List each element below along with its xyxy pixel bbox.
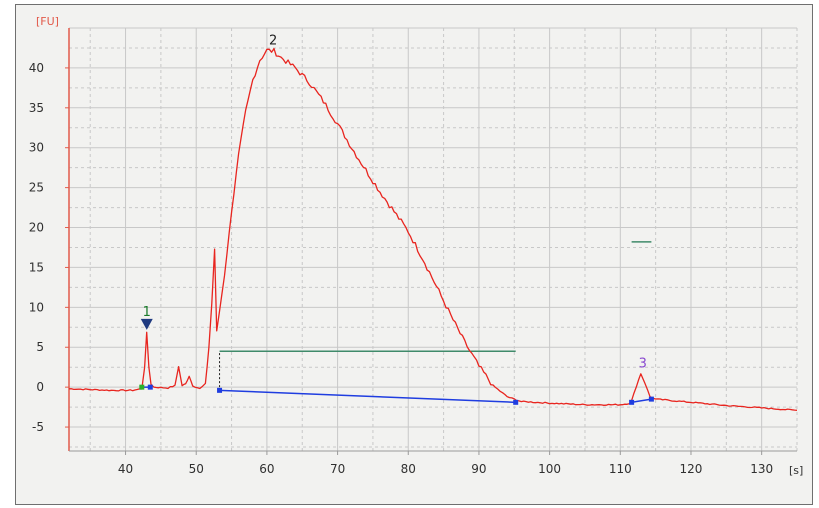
peak-end-marker — [648, 396, 654, 402]
x-tick-label: 100 — [538, 462, 561, 476]
peak-start-marker — [139, 384, 145, 390]
x-tick-label: 40 — [118, 462, 133, 476]
x-tick-label: 50 — [189, 462, 204, 476]
peak-markers — [139, 384, 654, 405]
peak-label: 2 — [269, 33, 277, 48]
tick-labels: 40 50 60 70 80 90 100 110 120 130 -5 0 5 10 15 20 25 30 35… — [29, 61, 773, 476]
grid — [69, 27, 798, 451]
x-axis-unit-label: [s] — [789, 464, 803, 477]
region-bars — [219, 241, 652, 388]
peak-label: 3 — [639, 357, 647, 372]
x-tick-label: 110 — [609, 462, 632, 476]
x-tick-label: 70 — [330, 462, 345, 476]
x-tick-label: 90 — [471, 462, 486, 476]
peak-end-marker — [629, 399, 635, 405]
signal-trace-path — [69, 47, 798, 411]
electropherogram-chart: 40 50 60 70 80 90 100 110 120 130 -5 0 5 10 15 20 25 30 35… — [29, 15, 804, 477]
y-tick-label: 35 — [29, 101, 44, 115]
x-tick-label: 80 — [401, 462, 416, 476]
y-tick-label: 0 — [36, 380, 44, 394]
y-tick-label: 25 — [29, 181, 44, 195]
baseline-segment — [219, 389, 516, 404]
y-tick-label: 5 — [36, 340, 44, 354]
x-tick-label: 130 — [750, 462, 773, 476]
chart-frame: 40 50 60 70 80 90 100 110 120 130 -5 0 5 10 15 20 25 30 35… — [15, 4, 813, 505]
peak-label: 1 — [143, 305, 151, 320]
axes — [68, 28, 797, 452]
peak-end-marker — [513, 399, 519, 405]
y-tick-label: 30 — [29, 141, 44, 155]
y-axis-unit-label: [FU] — [36, 15, 59, 28]
x-tick-label: 120 — [680, 462, 703, 476]
y-tick-label: 15 — [29, 260, 44, 274]
signal-trace — [69, 47, 798, 411]
peak-labels: 1 2 3 — [140, 33, 647, 372]
y-tick-label: -5 — [32, 420, 44, 434]
y-tick-label: 10 — [29, 300, 44, 314]
y-tick-label: 40 — [29, 61, 44, 75]
peak-triangle-marker — [140, 318, 153, 330]
peak-end-marker — [147, 384, 153, 390]
y-tick-label: 20 — [29, 221, 44, 235]
peak-end-marker — [217, 387, 223, 393]
baseline-segment — [631, 398, 652, 404]
x-tick-label: 60 — [259, 462, 274, 476]
